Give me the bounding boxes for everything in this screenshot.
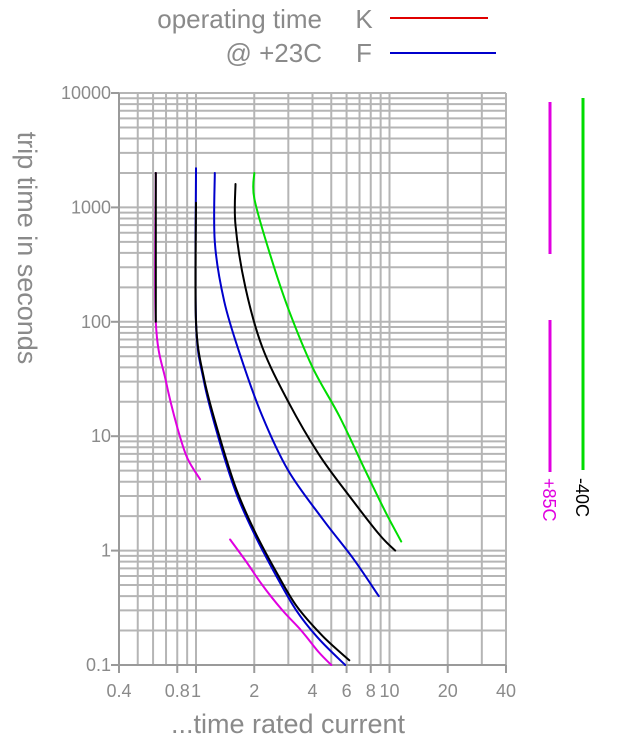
- side-bar-85c-label: +85C: [539, 478, 559, 522]
- grid: [118, 92, 507, 666]
- y-tick-label: 100: [81, 312, 111, 332]
- y-tick-label: 0.1: [86, 655, 111, 675]
- x-tick-label: 0.4: [106, 681, 131, 701]
- y-tick-labels: 0.1 1 10 100 1000 10000: [61, 83, 111, 675]
- x-tick-label: 6: [342, 681, 352, 701]
- x-axis-title: ...time rated current: [171, 709, 406, 739]
- x-tick-label: 2: [249, 681, 259, 701]
- legend: operating time @ +23C K F: [157, 4, 496, 68]
- x-tick-label: 0.8: [165, 681, 190, 701]
- y-axis-title: trip time in seconds: [12, 132, 42, 365]
- x-tick-label: 8: [366, 681, 376, 701]
- side-bar-85c: +85C: [539, 102, 559, 522]
- series-line-8: [252, 172, 403, 543]
- y-tick-label: 1: [101, 541, 111, 561]
- x-tick-label: 40: [496, 681, 516, 701]
- series-line-5: [194, 201, 351, 662]
- y-tick-label: 10: [91, 426, 111, 446]
- legend-entry-f-label: F: [356, 38, 372, 68]
- y-tick-label: 10000: [61, 83, 111, 103]
- x-tick-label: 4: [307, 681, 317, 701]
- x-tick-label: 1: [191, 681, 201, 701]
- y-tick-label: 1000: [71, 197, 111, 217]
- plot-frame: [111, 92, 507, 673]
- x-tick-label: 10: [379, 681, 399, 701]
- series-line-2: [229, 538, 333, 666]
- series-line-6: [213, 172, 380, 598]
- series-lines: [154, 167, 403, 666]
- legend-caption-line-1: operating time: [157, 4, 322, 34]
- legend-entry-k-label: K: [355, 4, 373, 34]
- legend-caption-line-2: @ +23C: [226, 38, 323, 68]
- series-line-7: [233, 183, 397, 552]
- x-tick-labels: 0.4 0.8 1 2 4 6 8 10 20 40: [106, 681, 516, 701]
- side-bar-40c-label: -40C: [572, 478, 592, 517]
- x-tick-label: 20: [438, 681, 458, 701]
- side-bar-40c: -40C: [572, 98, 592, 517]
